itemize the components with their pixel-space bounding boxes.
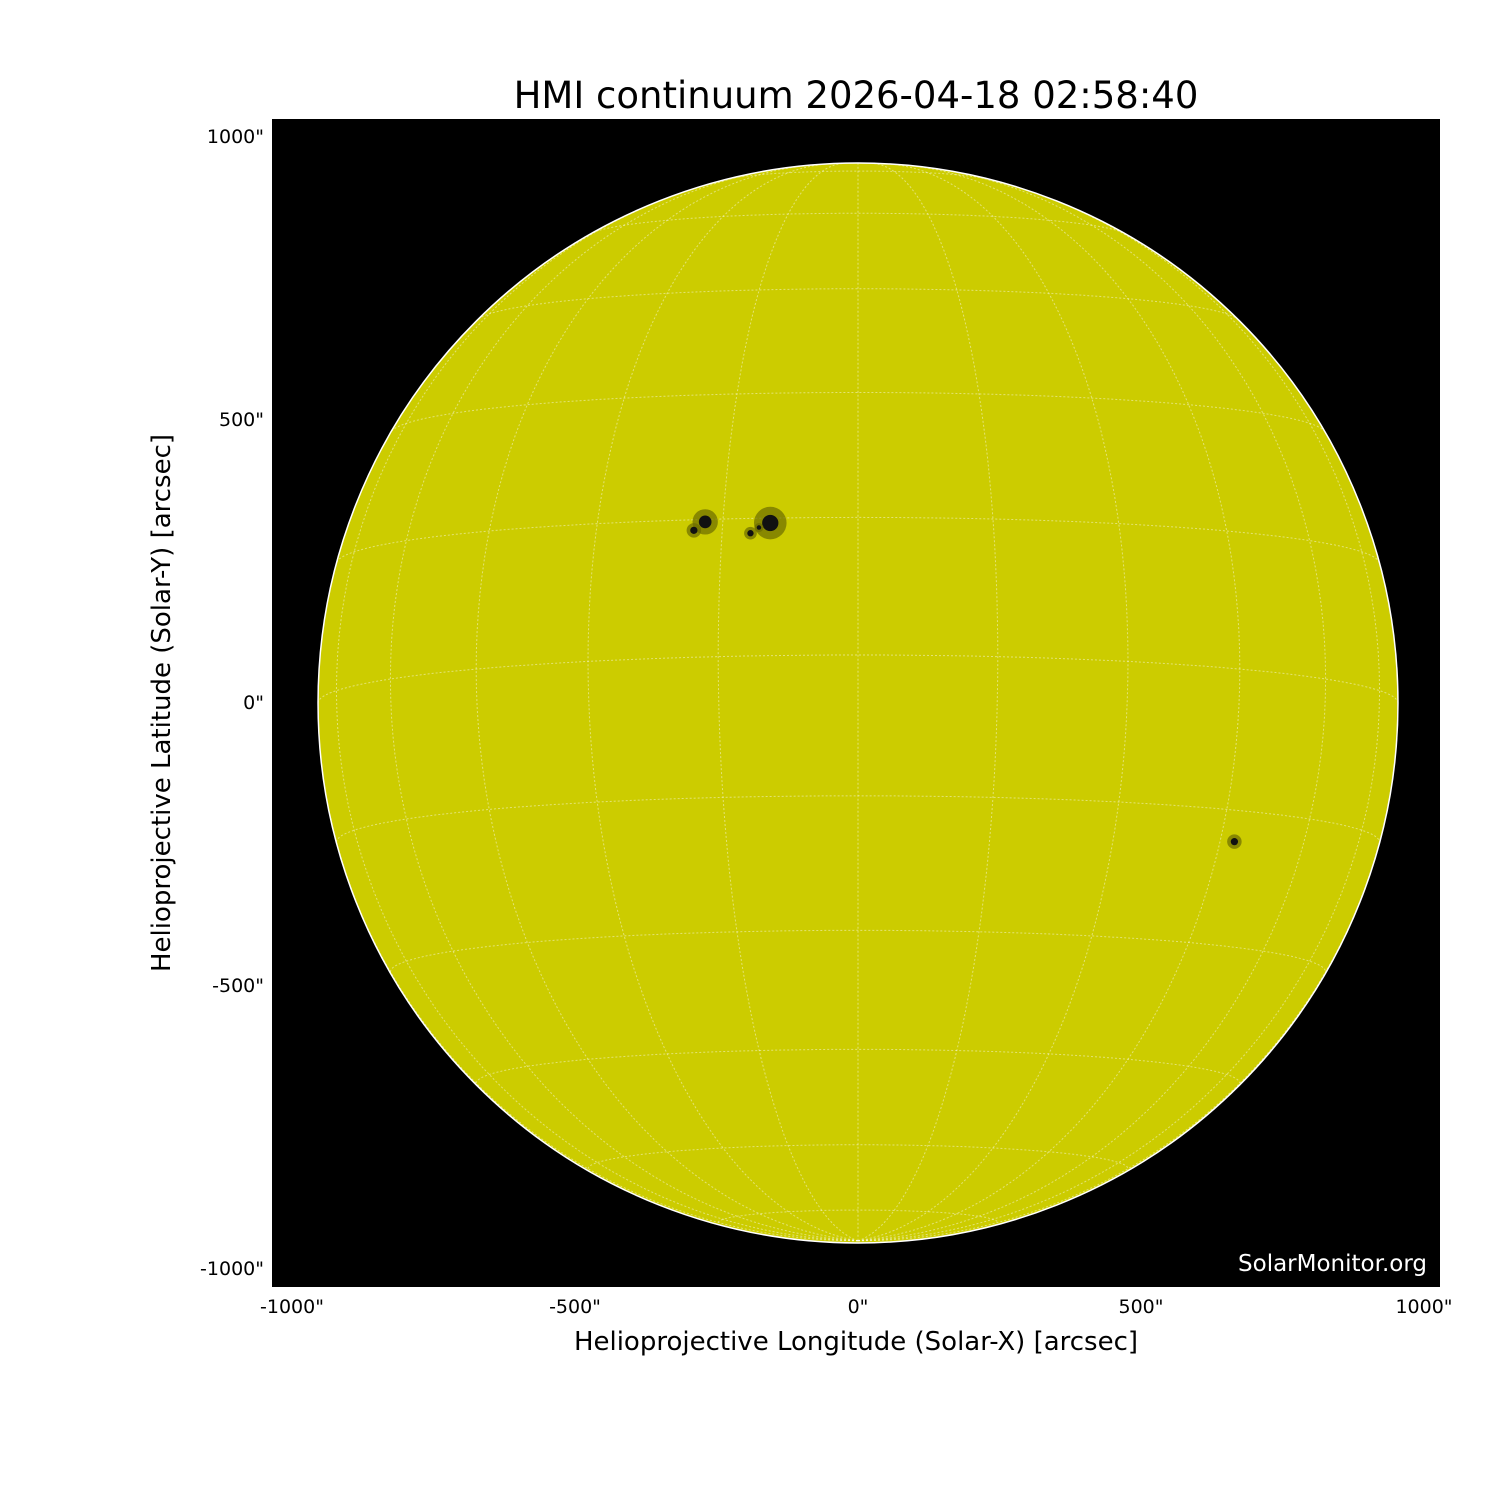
longitude-line [317, 702, 859, 1242]
y-tick-label: 1000" [206, 126, 264, 148]
latitude-line [587, 1144, 1129, 1169]
longitude-line [389, 171, 859, 1242]
longitude-line [717, 162, 859, 1242]
watermark: SolarMonitor.org [1238, 1251, 1427, 1277]
latitude-line [391, 392, 1325, 432]
x-tick-label: 1000" [1395, 1296, 1453, 1318]
sunspot-umbra [756, 525, 762, 530]
sunspot-umbra [747, 530, 754, 537]
latitude-line [335, 795, 1381, 843]
x-tick-label: 0" [847, 1296, 869, 1318]
longitude-line [857, 163, 1129, 1242]
x-axis-label: Helioprojective Longitude (Solar-X) [arc… [573, 1327, 1139, 1357]
longitude-line [857, 702, 1399, 1242]
sunspot-umbra [762, 514, 779, 532]
solar-image-axes: SolarMonitor.org [272, 119, 1440, 1287]
sunspot-umbra [698, 515, 712, 529]
sunspots [686, 506, 1242, 849]
y-tick-label: 0" [243, 692, 264, 714]
latitude-line [336, 516, 1380, 563]
longitude-line [857, 171, 1327, 1242]
x-tick-label: 500" [1118, 1296, 1164, 1318]
y-tick-label: -1000" [200, 1258, 264, 1280]
latitude-line [591, 212, 1125, 234]
sunspot-umbra [690, 526, 698, 534]
sunspot-umbra [1230, 838, 1239, 846]
y-tick-label: 500" [218, 409, 264, 431]
longitude-line [857, 165, 1241, 1242]
longitude-line [857, 192, 1381, 1242]
longitude-line [587, 163, 859, 1242]
longitude-line [475, 165, 859, 1242]
latitude-line [726, 170, 990, 180]
latitude-line [478, 288, 1238, 320]
y-tick-label: -500" [212, 975, 264, 997]
x-tick-label: -1000" [260, 1296, 324, 1318]
longitude-line [335, 192, 859, 1242]
plot-title: HMI continuum 2026-04-18 02:58:40 [513, 74, 1199, 117]
heliographic-grid [317, 162, 1399, 1242]
longitude-line [857, 162, 999, 1242]
y-axis-label: Helioprojective Latitude (Solar-Y) [arcs… [147, 433, 177, 973]
x-tick-label: -500" [549, 1296, 601, 1318]
latitude-line [389, 929, 1327, 973]
latitude-line [717, 1209, 999, 1223]
solar-disk [317, 162, 1399, 1244]
